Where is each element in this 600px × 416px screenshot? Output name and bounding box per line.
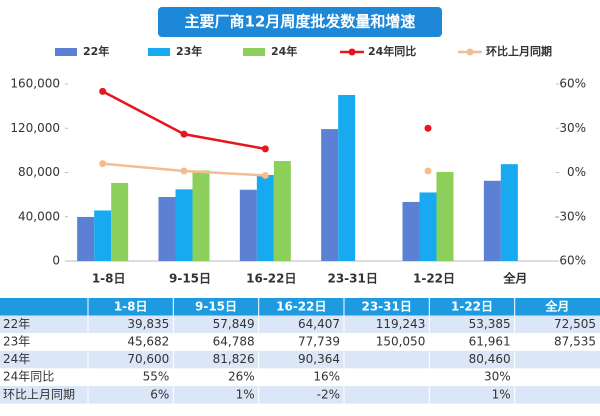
table-cell: 90,364 xyxy=(298,352,340,366)
table-row-label: 23年 xyxy=(3,335,30,349)
legend-label: 23年 xyxy=(176,44,202,58)
table-header: 16-22日 xyxy=(276,299,326,313)
table-cell: 53,385 xyxy=(469,317,511,331)
bar xyxy=(321,129,339,261)
line-point xyxy=(424,167,432,175)
table-header: 全月 xyxy=(544,298,569,313)
table-row-bg xyxy=(0,386,600,404)
table-row-bg xyxy=(0,368,600,386)
table-cell: 119,243 xyxy=(376,317,426,331)
line xyxy=(102,90,266,151)
table-cell: 30% xyxy=(484,370,511,384)
y-tick-label: 120,000 xyxy=(10,121,60,135)
bar xyxy=(419,192,437,261)
table-row-bg xyxy=(0,350,600,369)
table-header: 1-22日 xyxy=(451,299,493,313)
table-cell: 81,826 xyxy=(213,352,255,366)
y2-tick-label: -30% xyxy=(555,209,586,223)
legend-label: 24年同比 xyxy=(368,44,416,58)
legend-label: 环比上月同期 xyxy=(486,44,552,58)
table-cell: -2% xyxy=(317,387,340,401)
bar xyxy=(500,164,518,261)
title-banner xyxy=(158,7,442,37)
table-row-label: 24年同比 xyxy=(3,370,54,384)
table-cell: 64,788 xyxy=(213,335,255,349)
line-point xyxy=(180,167,188,175)
line-point xyxy=(261,171,269,179)
legend-swatch xyxy=(148,48,170,56)
bar xyxy=(338,95,356,261)
table-cell: 150,050 xyxy=(376,335,426,349)
bar xyxy=(239,189,257,261)
table-cell: 16% xyxy=(313,370,340,384)
table-row-label: 环比上月同期 xyxy=(3,387,75,401)
table-cell: 72,505 xyxy=(554,317,596,331)
table-cell: 39,835 xyxy=(127,317,169,331)
y2-tick-label: 60% xyxy=(559,77,586,91)
y-tick-label: 40,000 xyxy=(18,209,60,223)
bar xyxy=(483,180,501,261)
legend-swatch xyxy=(243,48,265,56)
table-row-bg xyxy=(0,333,600,351)
legend-label: 24年 xyxy=(271,44,297,58)
table-row-label: 24年 xyxy=(3,352,30,366)
bar xyxy=(94,210,112,261)
table-cell: 55% xyxy=(143,370,170,384)
legend-swatch xyxy=(348,48,356,56)
line-point xyxy=(180,130,188,138)
line-point xyxy=(261,145,269,153)
table-cell: 64,407 xyxy=(298,317,340,331)
bar xyxy=(175,189,193,261)
bar xyxy=(77,216,95,261)
bar xyxy=(192,170,210,261)
table-cell: 77,739 xyxy=(298,335,340,349)
table-cell: 1% xyxy=(492,387,511,401)
line-point xyxy=(99,160,107,168)
table-cell: 1% xyxy=(236,387,255,401)
x-tick-label: 16-22日 xyxy=(246,272,296,286)
line-point xyxy=(424,124,432,132)
x-tick-label: 9-15日 xyxy=(169,272,211,286)
legend-swatch xyxy=(466,48,474,56)
table-cell: 80,460 xyxy=(469,352,511,366)
table-cell: 57,849 xyxy=(213,317,255,331)
bar xyxy=(256,175,274,261)
table-header: 1-8日 xyxy=(114,299,148,313)
y2-tick-label: 0% xyxy=(567,165,586,179)
table-cell: 70,600 xyxy=(127,352,169,366)
table-cell: 6% xyxy=(150,387,169,401)
x-tick-label: 全月 xyxy=(502,271,527,286)
table-row-bg xyxy=(0,315,600,334)
bar xyxy=(111,182,129,261)
table-header: 23-31日 xyxy=(361,299,411,313)
table-cell: 45,682 xyxy=(127,335,169,349)
y-tick-label: 160,000 xyxy=(10,77,60,91)
table-cell: 87,535 xyxy=(554,335,596,349)
legend-swatch xyxy=(55,48,77,56)
table-header-bg xyxy=(0,298,600,316)
table-cell: 61,961 xyxy=(469,335,511,349)
x-tick-label: 23-31日 xyxy=(327,272,377,286)
chart-title: 主要厂商12月周度批发数量和增速 xyxy=(185,13,416,31)
y2-tick-label: 30% xyxy=(559,121,586,135)
table-row-label: 22年 xyxy=(3,317,30,331)
table-header: 9-15日 xyxy=(195,299,237,313)
line-point xyxy=(99,87,107,95)
legend-label: 22年 xyxy=(83,44,109,58)
y-tick-label: 0 xyxy=(52,254,60,268)
bar xyxy=(273,161,291,261)
x-tick-label: 1-22日 xyxy=(413,272,455,286)
y2-tick-label: -60% xyxy=(555,254,586,268)
table-cell: 26% xyxy=(228,370,255,384)
bar xyxy=(158,197,176,261)
bar xyxy=(402,201,420,261)
x-tick-label: 1-8日 xyxy=(92,272,126,286)
y-tick-label: 80,000 xyxy=(18,165,60,179)
bar xyxy=(436,171,454,261)
